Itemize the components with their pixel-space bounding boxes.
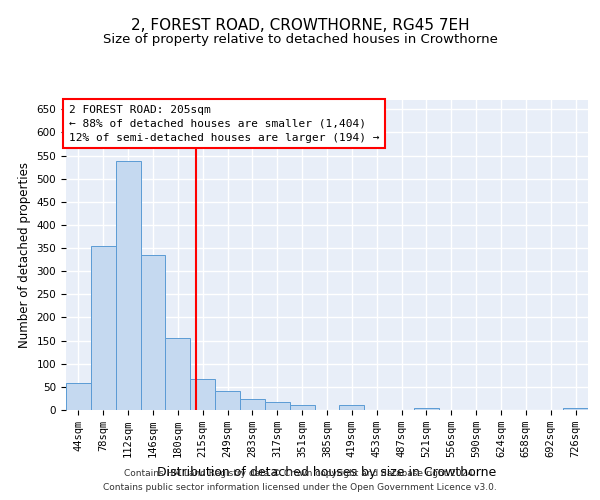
Text: 2 FOREST ROAD: 205sqm
← 88% of detached houses are smaller (1,404)
12% of semi-d: 2 FOREST ROAD: 205sqm ← 88% of detached … — [68, 104, 379, 142]
Bar — [240, 400, 265, 410]
Text: 2, FOREST ROAD, CROWTHORNE, RG45 7EH: 2, FOREST ROAD, CROWTHORNE, RG45 7EH — [131, 18, 469, 32]
Text: Contains HM Land Registry data © Crown copyright and database right 2024.: Contains HM Land Registry data © Crown c… — [124, 468, 476, 477]
Bar — [140, 254, 166, 410]
Bar — [116, 161, 140, 410]
Bar — [66, 383, 91, 410]
Bar — [91, 246, 116, 410]
Bar — [166, 338, 190, 410]
Text: Size of property relative to detached houses in Crowthorne: Size of property relative to detached ho… — [103, 32, 497, 46]
Bar — [215, 390, 240, 410]
Bar — [414, 408, 439, 410]
Bar — [265, 402, 290, 410]
Bar — [340, 406, 364, 410]
Bar — [563, 408, 588, 410]
Y-axis label: Number of detached properties: Number of detached properties — [18, 162, 31, 348]
Bar — [290, 406, 314, 410]
X-axis label: Distribution of detached houses by size in Crowthorne: Distribution of detached houses by size … — [157, 466, 497, 478]
Bar — [190, 378, 215, 410]
Text: Contains public sector information licensed under the Open Government Licence v3: Contains public sector information licen… — [103, 484, 497, 492]
